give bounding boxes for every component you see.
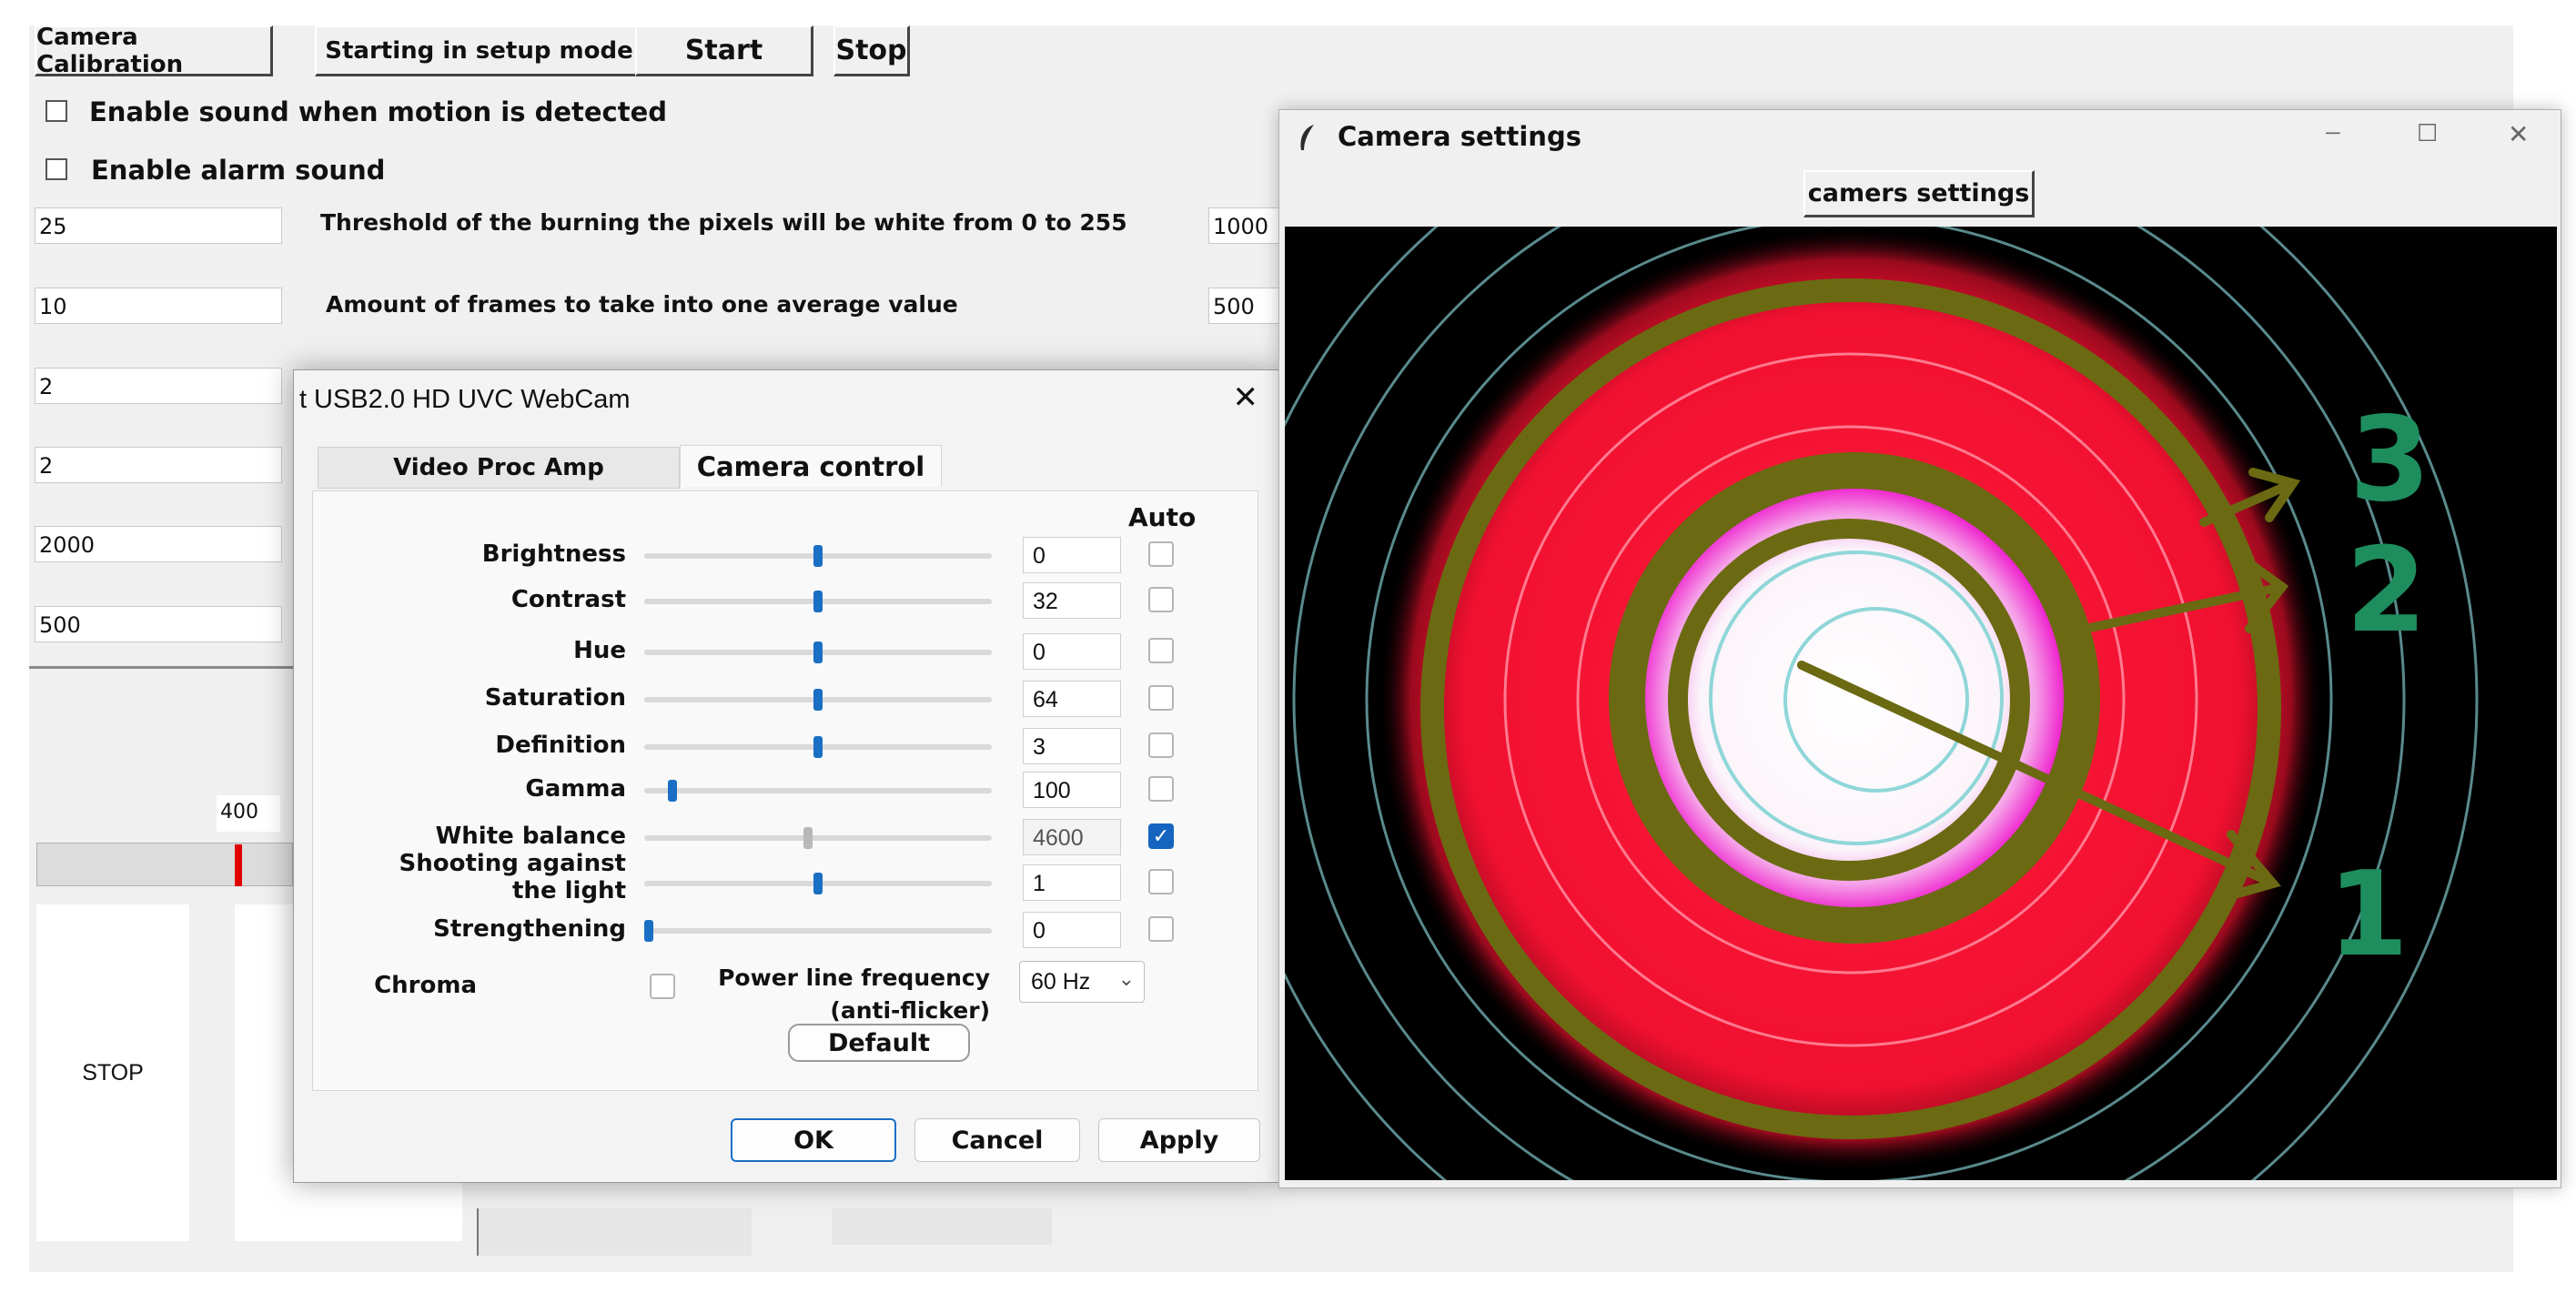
- dialog-title: USB2.0 HD UVC WebCam: [314, 385, 631, 414]
- alarm-label: Enable alarm sound: [91, 155, 386, 186]
- chroma-checkbox[interactable]: [650, 974, 675, 999]
- setting-label: Contrast: [510, 586, 626, 613]
- setting-value-input[interactable]: 32: [1023, 582, 1121, 619]
- close-icon[interactable]: ✕: [2508, 120, 2530, 148]
- setup-mode-button[interactable]: Starting in setup mode: [315, 25, 644, 76]
- setting-value-input[interactable]: 64: [1023, 681, 1121, 717]
- camera-settings-window: Camera settings ─ ☐ ✕ camers settings: [1278, 109, 2561, 1188]
- setting-slider-thumb[interactable]: [813, 545, 823, 567]
- setting-slider-thumb[interactable]: [813, 689, 823, 711]
- minimize-icon[interactable]: ─: [2326, 121, 2340, 144]
- default-button[interactable]: Default: [788, 1024, 970, 1062]
- setting-slider-track[interactable]: [644, 788, 992, 793]
- setting-value-input[interactable]: 4600: [1023, 819, 1121, 855]
- threshold-input[interactable]: 25: [35, 207, 282, 244]
- param-5-input[interactable]: 2000: [35, 526, 282, 562]
- ok-button[interactable]: OK: [731, 1118, 896, 1162]
- setting-label: Strengthening: [433, 915, 626, 943]
- setting-slider-thumb[interactable]: [813, 736, 823, 758]
- apply-button[interactable]: Apply: [1098, 1118, 1260, 1162]
- frames-label: Amount of frames to take into one averag…: [326, 291, 958, 318]
- powerline-select[interactable]: 60 Hz ⌄: [1019, 961, 1145, 1003]
- ring-label-2: 2: [2346, 523, 2427, 659]
- sound-motion-checkbox[interactable]: [45, 100, 67, 122]
- scale-slider-thumb[interactable]: [235, 844, 242, 886]
- ring-label-3: 3: [2349, 392, 2430, 528]
- auto-checkbox[interactable]: [1148, 916, 1174, 942]
- setting-slider-thumb[interactable]: [813, 591, 823, 612]
- threshold-label: Threshold of the burning the pixels will…: [320, 209, 1127, 236]
- setting-slider-thumb[interactable]: [644, 920, 653, 942]
- auto-checkbox[interactable]: [1148, 869, 1174, 894]
- auto-checkbox[interactable]: [1148, 638, 1174, 663]
- setting-value-input[interactable]: 0: [1023, 537, 1121, 573]
- setting-slider-thumb[interactable]: [813, 641, 823, 663]
- stop-panel: STOP: [36, 904, 189, 1241]
- frames-input[interactable]: 10: [35, 288, 282, 324]
- powerline-value: 60 Hz: [1031, 969, 1091, 995]
- camera-view: 3 2 1: [1285, 227, 2557, 1180]
- setting-label: Brightness: [481, 540, 626, 568]
- param-3-input[interactable]: 2: [35, 368, 282, 404]
- camera-settings-button[interactable]: camers settings: [1803, 170, 2035, 217]
- bottom-panel-1: [477, 1208, 752, 1256]
- setting-value-input[interactable]: 0: [1023, 912, 1121, 948]
- setting-slider-thumb[interactable]: [668, 780, 678, 802]
- stop-button[interactable]: Stop: [833, 25, 910, 76]
- setting-value-input[interactable]: 0: [1023, 633, 1121, 670]
- setting-slider-thumb[interactable]: [803, 827, 813, 849]
- powerline-label-2: (anti-flicker): [830, 997, 990, 1024]
- setting-label: Saturation: [484, 684, 626, 712]
- bottom-panel-2: [832, 1208, 1052, 1245]
- auto-checkbox[interactable]: [1148, 685, 1174, 711]
- auto-checkbox[interactable]: [1148, 776, 1174, 802]
- feather-icon: [1296, 123, 1318, 158]
- stop-panel-label: STOP: [82, 1059, 144, 1086]
- auto-checkbox[interactable]: [1148, 587, 1174, 612]
- param-4-input[interactable]: 2: [35, 447, 282, 483]
- setting-label: Hue: [573, 637, 626, 664]
- setting-slider-track[interactable]: [644, 835, 992, 841]
- chevron-down-icon: ⌄: [1117, 967, 1135, 990]
- powerline-label-1: Power line frequency: [718, 965, 990, 991]
- camera-image: 3 2 1: [1285, 227, 2479, 1180]
- title-prefix: t: [299, 385, 308, 414]
- close-icon[interactable]: ✕: [1232, 380, 1259, 415]
- param-6-input[interactable]: 500: [35, 606, 282, 642]
- scale-slider[interactable]: [36, 843, 293, 886]
- ring-label-1: 1: [2328, 847, 2409, 983]
- tab-camera-control[interactable]: Camera control: [680, 445, 942, 487]
- alarm-checkbox[interactable]: [45, 158, 67, 180]
- setting-label: Shooting against the light: [399, 850, 626, 904]
- tab-video-proc-amp[interactable]: Video Proc Amp: [318, 447, 680, 489]
- cancel-button[interactable]: Cancel: [914, 1118, 1080, 1162]
- auto-checkbox[interactable]: [1148, 541, 1174, 567]
- setting-slider-track[interactable]: [644, 928, 992, 934]
- start-button[interactable]: Start: [635, 25, 813, 76]
- setting-slider-thumb[interactable]: [813, 873, 823, 894]
- auto-checkbox[interactable]: ✓: [1148, 823, 1174, 849]
- setting-value-input[interactable]: 3: [1023, 728, 1121, 764]
- settings-panel: Auto Brightness 0 Contrast 32 Hue 0 Saturation…: [312, 490, 1258, 1091]
- auto-checkbox[interactable]: [1148, 732, 1174, 758]
- setting-label: Definition: [495, 732, 626, 759]
- camera-calibration-button[interactable]: Camera Calibration: [35, 24, 273, 78]
- camera-window-title: Camera settings: [1338, 121, 1581, 152]
- webcam-properties-dialog: t USB2.0 HD UVC WebCam ✕ Video Proc Amp …: [293, 369, 1279, 1183]
- setting-value-input[interactable]: 100: [1023, 772, 1121, 808]
- chroma-label: Chroma: [374, 972, 477, 999]
- maximize-icon[interactable]: ☐: [2417, 119, 2439, 146]
- sound-motion-label: Enable sound when motion is detected: [89, 96, 668, 127]
- auto-header: Auto: [1128, 502, 1197, 532]
- setting-value-input[interactable]: 1: [1023, 864, 1121, 901]
- scale-value: 400: [217, 795, 280, 832]
- setting-label: Gamma: [525, 775, 626, 803]
- setting-label: White balance: [435, 823, 626, 850]
